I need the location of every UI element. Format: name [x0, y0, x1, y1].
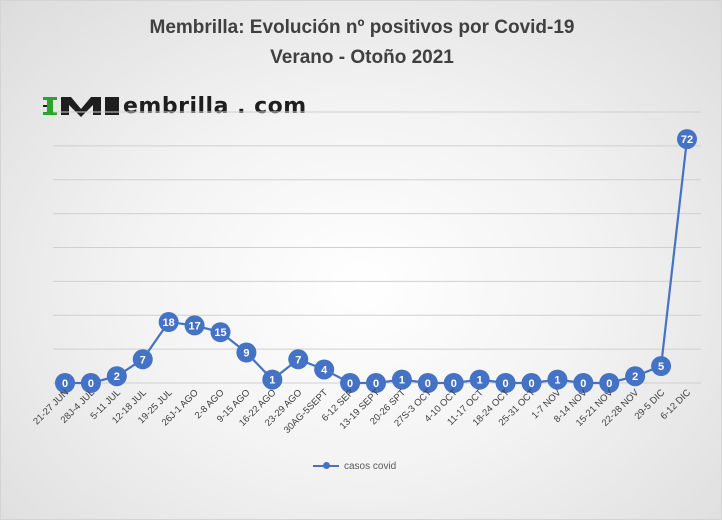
- data-point: [55, 373, 75, 393]
- data-label: 15: [214, 327, 226, 339]
- data-label: 9: [243, 348, 249, 360]
- legend-label: casos covid: [344, 460, 397, 472]
- data-point: [651, 356, 672, 377]
- logo-mark-icon: [43, 97, 119, 117]
- data-label: 0: [347, 378, 353, 390]
- data-point: [262, 369, 283, 390]
- data-point: [366, 373, 386, 393]
- data-label: 0: [606, 378, 612, 390]
- membrilla-logo: embrilla . com: [43, 93, 307, 119]
- data-point: [210, 322, 231, 343]
- data-label: 0: [451, 378, 457, 390]
- data-point: [443, 373, 464, 393]
- data-label: 0: [88, 378, 94, 390]
- data-point: [573, 373, 594, 393]
- logo-text: embrilla . com: [123, 93, 307, 119]
- chart-subtitle: Verano - Otoño 2021: [270, 47, 454, 68]
- data-label: 1: [399, 375, 405, 387]
- data-point: [236, 342, 257, 363]
- data-point: [495, 373, 516, 393]
- data-point: [599, 373, 620, 393]
- data-label: 18: [163, 317, 175, 329]
- data-label: 0: [62, 378, 68, 390]
- data-point: [106, 366, 127, 387]
- data-point: [547, 369, 568, 390]
- legend-line-icon: [313, 462, 339, 469]
- series-line: [65, 138, 689, 385]
- data-label: 1: [477, 375, 483, 387]
- data-label: 72: [681, 134, 693, 146]
- data-label: 2: [632, 371, 638, 383]
- data-point: [288, 349, 309, 370]
- data-label: 7: [295, 354, 301, 366]
- data-point: [184, 315, 205, 336]
- data-point: [417, 373, 438, 393]
- data-label: 2: [114, 371, 120, 383]
- data-label: 0: [580, 378, 586, 390]
- data-point: [132, 349, 153, 370]
- data-label: 0: [373, 378, 379, 390]
- chart-title: Membrilla: Evolución nº positivos por Co…: [149, 17, 575, 38]
- data-label: 1: [554, 375, 560, 387]
- data-point: [521, 373, 542, 393]
- data-label: 7: [140, 354, 146, 366]
- data-label: 0: [528, 378, 534, 390]
- data-label: 0: [425, 378, 431, 390]
- data-label: 0: [503, 378, 509, 390]
- data-point: [158, 312, 179, 333]
- data-point: [625, 366, 646, 387]
- legend-marker-icon: [323, 462, 330, 469]
- data-label: 1: [269, 375, 275, 387]
- data-point: [340, 373, 361, 393]
- data-label: 5: [658, 361, 664, 373]
- data-point: [677, 129, 697, 150]
- legend: casos covid: [313, 457, 396, 475]
- data-point: [314, 359, 335, 380]
- data-label: 4: [321, 364, 328, 376]
- data-point: [391, 369, 412, 390]
- data-point: [80, 373, 101, 393]
- data-label: 17: [188, 320, 200, 332]
- data-point: [469, 369, 490, 390]
